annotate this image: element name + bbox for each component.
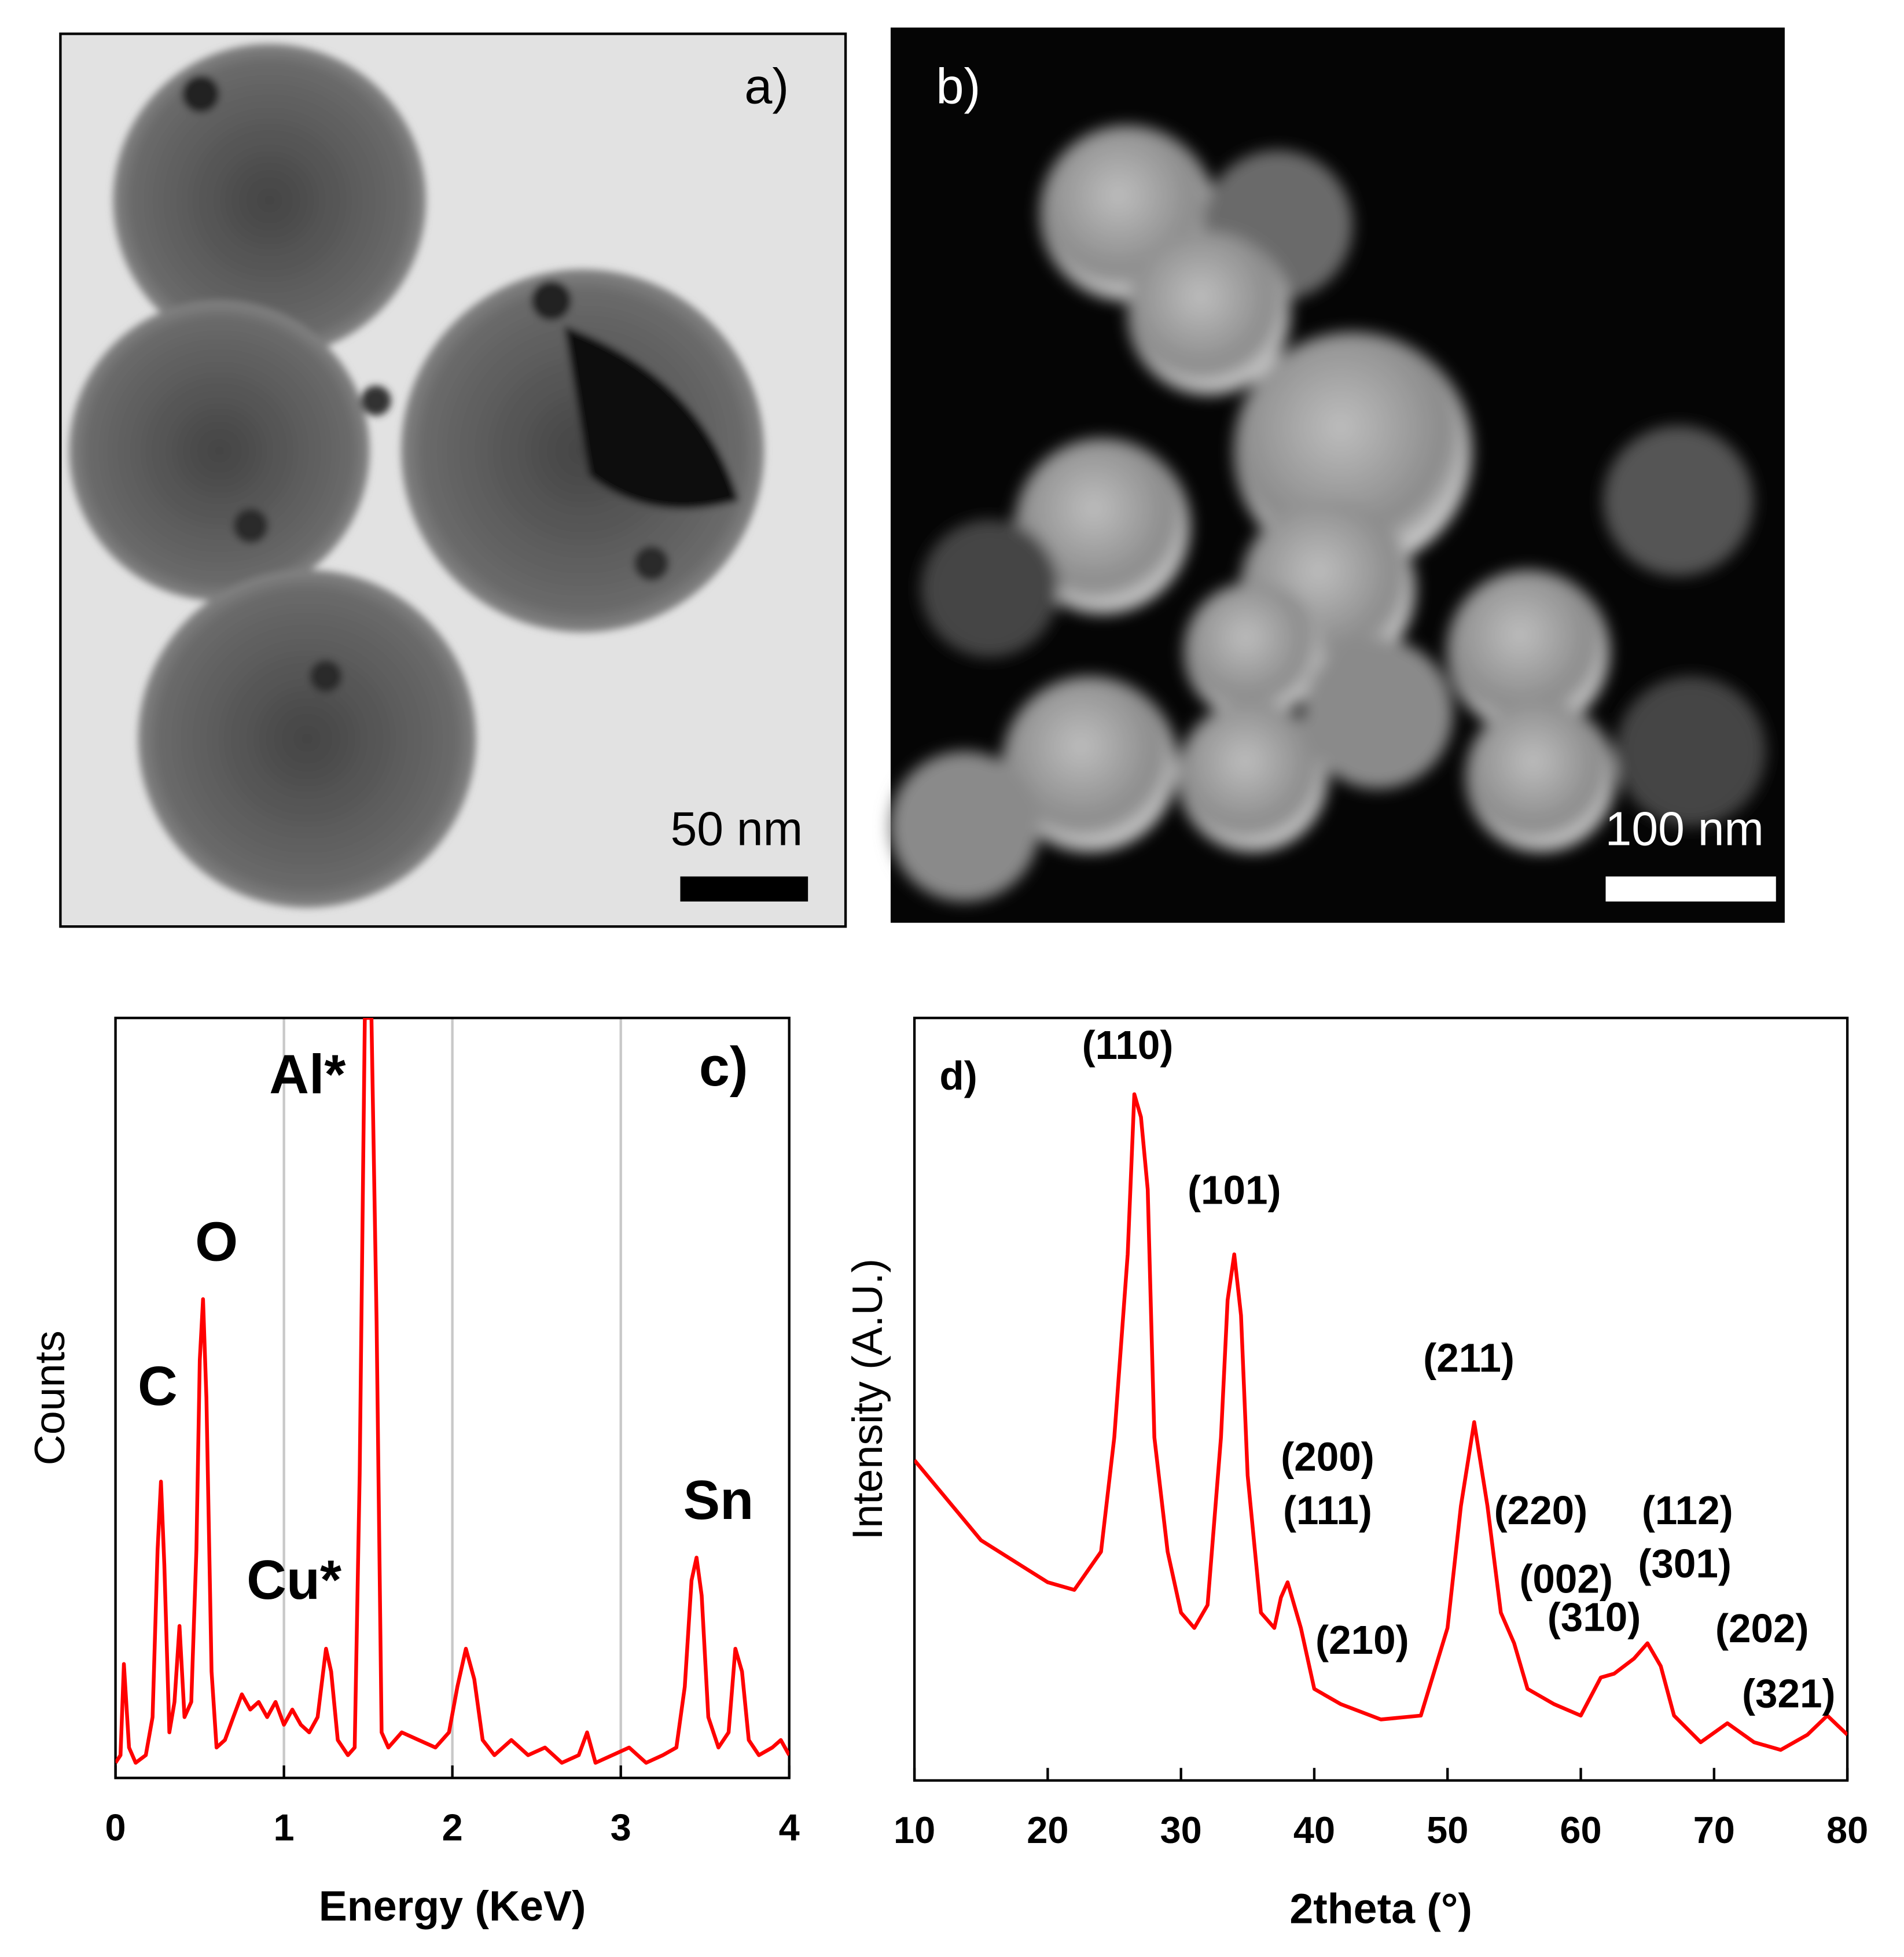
x-tick-label: 30 (1160, 1809, 1202, 1851)
scale-bar-label: 100 nm (1605, 803, 1764, 856)
x-axis-label: 2theta (°) (1289, 1885, 1472, 1933)
x-tick-label: 10 (894, 1809, 935, 1851)
x-tick-label: 50 (1427, 1809, 1468, 1851)
annotation: (101) (1188, 1168, 1281, 1213)
annotation: (310) (1548, 1594, 1641, 1639)
tem-image (59, 32, 847, 928)
y-axis-label: Counts (25, 1330, 73, 1465)
x-tick-label: 70 (1693, 1809, 1735, 1851)
annotation: (321) (1742, 1671, 1836, 1716)
annotation: (210) (1315, 1617, 1409, 1662)
scale-bar-label: 50 nm (671, 803, 803, 856)
annotation: (002) (1519, 1557, 1613, 1602)
panel-label: b) (936, 59, 980, 115)
annotation: C (138, 1356, 178, 1417)
panel-label: a) (744, 59, 789, 115)
annotation: (111) (1283, 1488, 1372, 1533)
plot-frame (114, 1016, 791, 1779)
x-tick-label: 0 (105, 1807, 126, 1849)
annotation: d) (939, 1053, 977, 1098)
annotation: Sn (683, 1470, 754, 1531)
x-tick-label: 40 (1293, 1809, 1335, 1851)
annotation: (211) (1423, 1335, 1515, 1380)
plot-frame (913, 1016, 1849, 1782)
annotation: (301) (1638, 1541, 1732, 1586)
x-tick-label: 20 (1027, 1809, 1068, 1851)
sem-image (889, 27, 1785, 923)
x-tick-label: 2 (442, 1807, 463, 1849)
x-tick-label: 4 (779, 1807, 800, 1849)
annotation: (202) (1715, 1606, 1809, 1651)
annotation: Al* (269, 1044, 345, 1105)
annotation: (200) (1281, 1434, 1374, 1480)
x-tick-label: 60 (1560, 1809, 1601, 1851)
y-axis-label: Intensity (A.U.) (843, 1259, 891, 1540)
annotation: Cu* (247, 1550, 341, 1611)
annotation: O (195, 1211, 238, 1272)
annotation: (110) (1082, 1022, 1174, 1068)
x-tick-label: 80 (1826, 1809, 1868, 1851)
data-line (115, 1018, 789, 1765)
annotation: (112) (1642, 1488, 1733, 1533)
x-tick-label: 1 (274, 1807, 295, 1849)
annotation: (220) (1494, 1488, 1588, 1533)
annotation: c) (699, 1036, 748, 1098)
x-axis-label: Energy (KeV) (319, 1882, 586, 1930)
data-line (914, 1092, 1848, 1752)
x-tick-label: 3 (611, 1807, 631, 1849)
